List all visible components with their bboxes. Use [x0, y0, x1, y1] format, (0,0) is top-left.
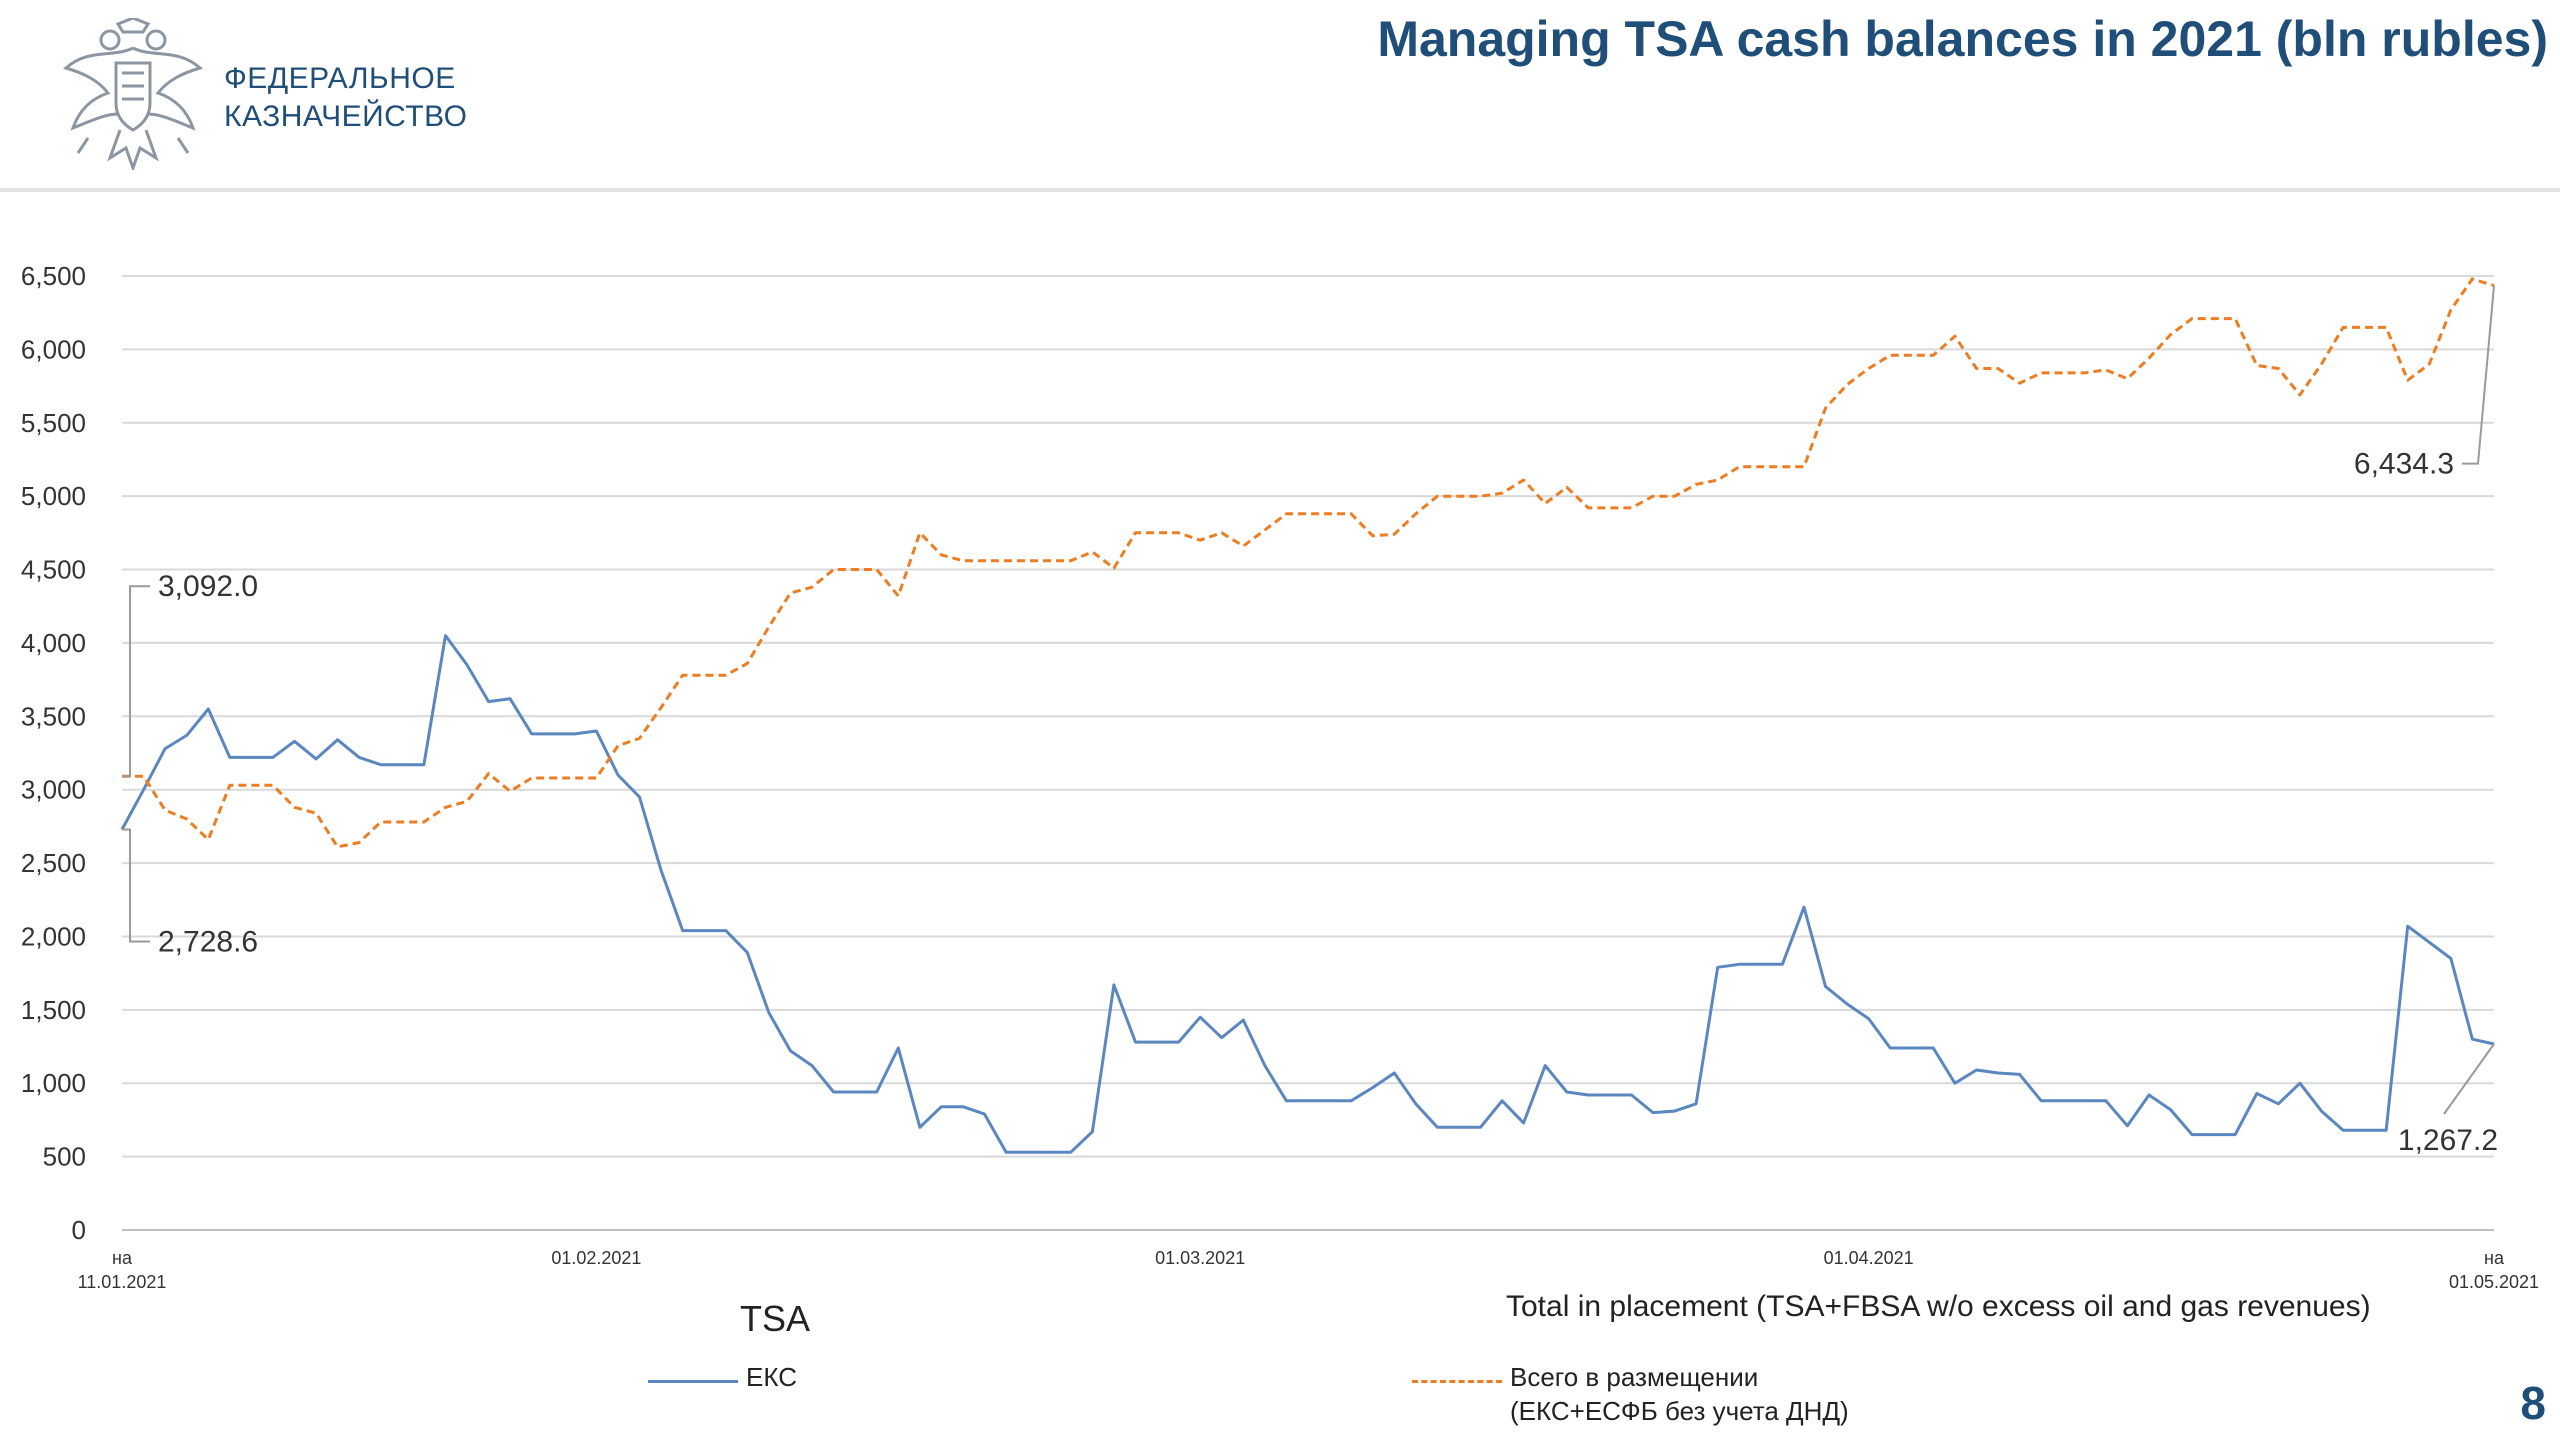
- legend-label-total-line1: Всего в размещении: [1510, 1362, 1759, 1392]
- legend-title-tsa: TSA: [740, 1298, 811, 1339]
- annotation-leader-line: [2462, 285, 2495, 465]
- y-tick-label: 500: [43, 1142, 86, 1172]
- gridlines: [122, 275, 2494, 1231]
- y-tick-label: 4,500: [21, 555, 86, 585]
- legend-swatch-solid: [648, 1380, 738, 1383]
- page-number: 8: [2520, 1377, 2546, 1429]
- organization-name: ФЕДЕРАЛЬНОЕ КАЗНАЧЕЙСТВО: [224, 60, 468, 136]
- y-tick-label: 6,500: [21, 261, 86, 291]
- y-tick-label: 3,500: [21, 701, 86, 731]
- legend-item-total: Всего в размещении (ЕКС+ЕСФБ без учета Д…: [1412, 1360, 1849, 1428]
- annotation-leader-line: [122, 585, 150, 778]
- series-line-eks: [120, 634, 2495, 1154]
- legend-title-total: Total in placement (TSA+FBSA w/o excess …: [1506, 1290, 2371, 1323]
- x-axis-tick-labels: на 11.01.2021 01.02.2021 01.03.2021 01.04.20…: [78, 1248, 2539, 1292]
- y-tick-label: 1,000: [21, 1068, 86, 1098]
- y-axis-tick-labels: 0 500 1,000 1,500 2,000 2,500 3,000 3,500 4,000 4…: [21, 261, 86, 1245]
- x-tick-label: 01.03.2021: [1155, 1248, 1245, 1268]
- organization-name-line2: КАЗНАЧЕЙСТВО: [224, 100, 468, 133]
- y-tick-label: 2,500: [21, 848, 86, 878]
- annotation-leader-line: [122, 828, 150, 943]
- legend-label-total: Всего в размещении (ЕКС+ЕСФБ без учета Д…: [1510, 1360, 1849, 1428]
- series-line-total-placement: [122, 277, 2495, 849]
- legend-label-total-line2: (ЕКС+ЕСФБ без учета ДНД): [1510, 1396, 1849, 1426]
- y-tick-label: 2,000: [21, 921, 86, 951]
- x-tick-label: 11.01.2021: [78, 1272, 167, 1292]
- page-title: Managing TSA cash balances in 2021 (bln …: [1377, 11, 2548, 67]
- y-tick-label: 5,500: [21, 408, 86, 438]
- x-tick-label-prefix: на: [112, 1248, 133, 1268]
- y-tick-label: 1,500: [21, 995, 86, 1025]
- header-divider: [0, 188, 2560, 192]
- annotation-label: 1,267.2: [2398, 1124, 2498, 1157]
- annotation-label: 6,434.3: [2354, 448, 2454, 481]
- double-headed-eagle-emblem-icon: [63, 18, 203, 170]
- annotation-label: 2,728.6: [158, 926, 258, 959]
- x-tick-label: 01.04.2021: [1824, 1248, 1914, 1268]
- legend-swatch-dashed: [1412, 1380, 1502, 1383]
- y-tick-label: 3,000: [21, 775, 86, 805]
- annotation-label: 3,092.0: [158, 570, 258, 603]
- header: ФЕДЕРАЛЬНОЕ КАЗНАЧЕЙСТВО Managing TSA ca…: [0, 0, 2560, 190]
- x-tick-label-prefix: на: [2484, 1248, 2505, 1268]
- organization-name-line1: ФЕДЕРАЛЬНОЕ: [224, 62, 456, 95]
- series-lines: [120, 277, 2495, 1154]
- legend-item-tsa: ЕКС: [648, 1360, 797, 1394]
- y-tick-label: 4,000: [21, 628, 86, 658]
- data-annotations: 3,092.0 2,728.6 6,434.3 1,267.2: [122, 285, 2498, 1157]
- x-tick-label: 01.05.2021: [2449, 1272, 2539, 1292]
- line-chart: 0 500 1,000 1,500 2,000 2,500 3,000 3,500 4,000 4…: [21, 261, 2539, 1292]
- y-tick-label: 5,000: [21, 481, 86, 511]
- y-tick-label: 0: [72, 1215, 86, 1245]
- annotation-leader-line: [2443, 1043, 2495, 1115]
- x-tick-label: 01.02.2021: [551, 1248, 641, 1268]
- y-tick-label: 6,000: [21, 334, 86, 364]
- legend-label-tsa: ЕКС: [746, 1362, 797, 1392]
